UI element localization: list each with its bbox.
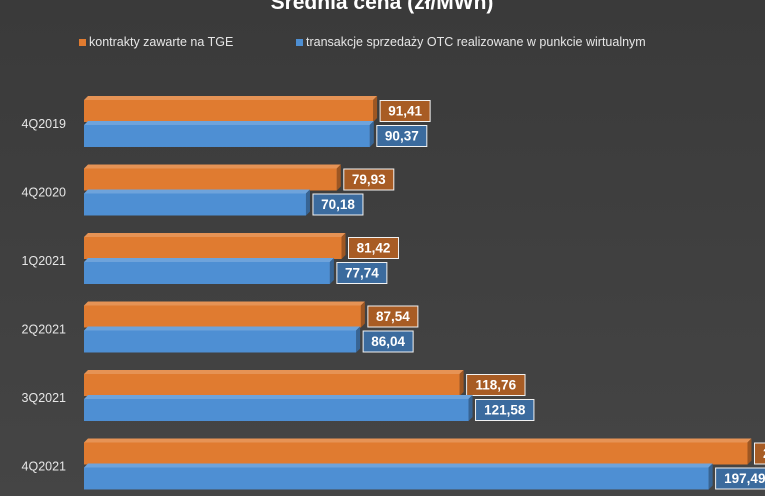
svg-text:121,58: 121,58 xyxy=(484,403,526,418)
svg-text:79,93: 79,93 xyxy=(352,172,386,187)
category-label-4Q2020: 4Q2020 xyxy=(22,186,67,200)
bar-1-1Q2021 xyxy=(84,233,346,259)
bar-2-1Q2021 xyxy=(84,258,334,284)
svg-text:197,49: 197,49 xyxy=(724,471,765,486)
legend-label-2: transakcje sprzedaży OTC realizowane w p… xyxy=(306,35,646,49)
bar-2-4Q2021 xyxy=(84,463,713,490)
data-label-1-2Q2021: 87,54 xyxy=(367,305,419,328)
bar-2-2Q2021 xyxy=(84,326,361,353)
bar-2-4Q2020 xyxy=(84,189,310,216)
data-label-2-4Q2019: 90,37 xyxy=(376,125,428,147)
data-label-1-4Q2021: 209,78 xyxy=(753,442,765,465)
bar-1-3Q2021 xyxy=(84,370,464,396)
data-label-2-4Q2021: 197,49 xyxy=(715,467,765,490)
data-label-2-3Q2021: 121,58 xyxy=(475,399,535,421)
category-label-3Q2021: 3Q2021 xyxy=(22,391,67,405)
legend-label-1: kontrakty zawarte na TGE xyxy=(89,35,233,49)
svg-text:81,42: 81,42 xyxy=(357,241,391,256)
svg-text:91,41: 91,41 xyxy=(388,104,422,119)
bar-1-4Q2019 xyxy=(84,96,378,122)
chart-title: Średnia cena (zł/MWh) xyxy=(271,0,494,14)
svg-text:86,04: 86,04 xyxy=(371,334,405,349)
legend-swatch-1 xyxy=(79,39,86,46)
bar-1-4Q2021 xyxy=(84,438,752,465)
legend: kontrakty zawarte na TGE transakcje sprze… xyxy=(79,35,646,49)
data-label-2-4Q2020: 70,18 xyxy=(312,193,364,216)
bar-1-2Q2021 xyxy=(84,301,365,328)
svg-text:77,74: 77,74 xyxy=(345,266,379,281)
svg-text:87,54: 87,54 xyxy=(376,309,410,324)
svg-text:209,78: 209,78 xyxy=(763,446,765,461)
data-label-1-4Q2020: 79,93 xyxy=(343,168,395,191)
legend-swatch-2 xyxy=(296,39,303,46)
data-label-1-3Q2021: 118,76 xyxy=(466,374,526,396)
svg-text:118,76: 118,76 xyxy=(476,378,517,393)
svg-text:90,37: 90,37 xyxy=(385,129,419,144)
bar-2-4Q2019 xyxy=(84,121,374,147)
svg-text:70,18: 70,18 xyxy=(321,197,355,212)
category-label-4Q2019: 4Q2019 xyxy=(22,117,67,131)
data-label-2-1Q2021: 77,74 xyxy=(336,262,388,284)
data-label-2-2Q2021: 86,04 xyxy=(362,330,414,353)
category-label-2Q2021: 2Q2021 xyxy=(22,323,67,337)
data-label-1-4Q2019: 91,41 xyxy=(379,100,431,122)
bar-1-4Q2020 xyxy=(84,164,341,191)
category-label-1Q2021: 1Q2021 xyxy=(22,254,67,268)
category-label-4Q2021: 4Q2021 xyxy=(22,460,67,474)
bar-2-3Q2021 xyxy=(84,395,473,421)
data-label-1-1Q2021: 81,42 xyxy=(348,237,400,259)
plot-area: 4Q2019 91,41 90,37 4Q2020 79,93 70,18 1Q2021 81… xyxy=(22,96,765,490)
